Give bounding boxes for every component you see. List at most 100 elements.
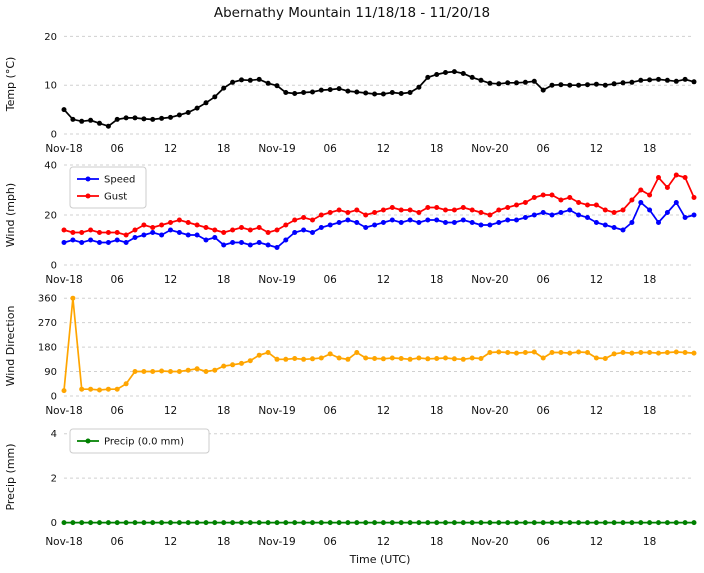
- x-tick-label: 06: [111, 274, 125, 286]
- data-point: [451, 220, 457, 225]
- data-point: [620, 207, 626, 213]
- data-point: [611, 351, 617, 357]
- data-point: [132, 235, 138, 240]
- data-point: [629, 197, 635, 203]
- data-point: [469, 520, 475, 526]
- data-point: [611, 210, 617, 215]
- data-point: [567, 520, 573, 526]
- y-tick-label: 4: [51, 429, 57, 440]
- data-point: [514, 350, 519, 356]
- data-point: [194, 105, 200, 111]
- data-point: [301, 215, 307, 220]
- data-point: [585, 215, 590, 220]
- data-point: [487, 520, 493, 526]
- x-tick-label: 12: [164, 274, 177, 286]
- data-point: [638, 200, 644, 205]
- data-point: [380, 207, 386, 213]
- data-point: [159, 368, 165, 374]
- data-point: [221, 242, 227, 248]
- x-tick-label: 12: [590, 274, 603, 286]
- data-point: [283, 222, 289, 228]
- data-point: [514, 217, 519, 223]
- data-point: [88, 520, 94, 526]
- data-point: [673, 520, 679, 526]
- data-point: [425, 217, 431, 223]
- data-point: [61, 107, 67, 113]
- data-point: [407, 217, 413, 223]
- data-point: [61, 388, 67, 394]
- data-point: [123, 520, 129, 526]
- data-point: [274, 245, 280, 250]
- x-tick-label: Nov-18: [45, 143, 82, 155]
- data-point: [487, 80, 493, 86]
- data-point: [593, 202, 599, 208]
- data-point: [389, 90, 395, 95]
- x-tick-label: Nov-18: [45, 405, 82, 417]
- data-point: [141, 232, 147, 238]
- data-point: [593, 355, 599, 361]
- data-point: [256, 240, 262, 245]
- data-point: [558, 350, 564, 355]
- data-point: [398, 91, 404, 96]
- data-point: [159, 232, 165, 238]
- data-point: [372, 222, 378, 228]
- data-point: [363, 212, 369, 218]
- data-point: [664, 77, 670, 83]
- x-tick-label: 06: [111, 536, 125, 548]
- data-point: [522, 200, 528, 205]
- wind-speed-gust-chart: 0 20 40 Nov-18 06 12 18 Nov-19 06 12 18 Nov-20 06 12 1…: [0, 160, 704, 291]
- data-point: [451, 356, 457, 362]
- data-point: [176, 217, 182, 223]
- data-point: [61, 227, 67, 233]
- data-point: [301, 356, 307, 362]
- data-point: [514, 520, 519, 526]
- data-point: [372, 356, 378, 361]
- data-point: [292, 217, 298, 223]
- data-point: [558, 82, 564, 88]
- data-point: [629, 79, 635, 85]
- data-point: [176, 112, 182, 118]
- x-tick-label: 18: [430, 536, 443, 548]
- data-point: [398, 220, 404, 225]
- data-point: [203, 237, 209, 243]
- data-point: [354, 350, 360, 355]
- data-point: [256, 76, 262, 82]
- data-point: [141, 116, 147, 122]
- data-point: [691, 79, 697, 85]
- y-tick-label: 40: [44, 161, 57, 172]
- data-point: [664, 185, 670, 190]
- data-point: [496, 207, 502, 213]
- x-tick-label: 18: [430, 405, 443, 417]
- data-point: [496, 520, 502, 526]
- wind-direction-chart: 0 90 180 270 360 Nov-18 06 12 18 Nov-19 06 12 18 Nov-…: [0, 291, 704, 422]
- data-point: [611, 520, 617, 526]
- x-tick-label: 18: [643, 274, 656, 286]
- data-point: [425, 520, 431, 526]
- y-tick-label: 270: [38, 318, 57, 329]
- data-point: [176, 369, 182, 374]
- x-tick-label: 06: [537, 405, 551, 417]
- data-point: [150, 230, 156, 235]
- data-point: [656, 220, 661, 225]
- data-point: [292, 356, 298, 361]
- data-point: [221, 520, 227, 526]
- data-point: [522, 215, 528, 220]
- x-tick-label: 18: [217, 405, 230, 417]
- x-tick-label: 12: [164, 143, 177, 155]
- data-point: [691, 212, 697, 218]
- data-point: [61, 240, 67, 245]
- x-tick-label: Nov-20: [471, 274, 508, 286]
- data-point: [638, 187, 644, 193]
- data-point: [97, 520, 102, 526]
- data-point: [647, 192, 653, 198]
- data-point: [460, 356, 466, 362]
- data-point: [460, 520, 466, 526]
- data-point: [505, 350, 511, 355]
- data-point: [478, 77, 484, 83]
- data-point: [79, 230, 85, 235]
- data-point: [292, 230, 298, 235]
- data-point: [194, 222, 200, 228]
- data-point: [194, 366, 200, 372]
- x-tick-label: 12: [590, 143, 603, 155]
